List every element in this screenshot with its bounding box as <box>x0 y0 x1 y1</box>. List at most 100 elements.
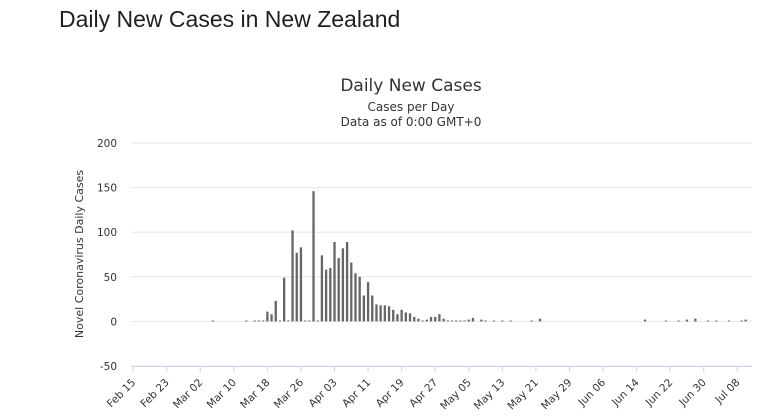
x-tick-label: Apr 11 <box>340 377 373 410</box>
bar <box>538 318 542 322</box>
x-tick-label: Apr 03 <box>306 377 339 410</box>
bar <box>245 320 248 322</box>
bar <box>643 319 647 322</box>
bar <box>274 300 277 322</box>
bar <box>320 255 324 322</box>
bar <box>329 267 332 322</box>
bar <box>262 320 265 322</box>
bar <box>383 305 387 322</box>
bar <box>664 320 668 322</box>
bar <box>429 316 433 322</box>
x-tick-label: Mar 02 <box>171 377 205 411</box>
bar <box>287 320 290 322</box>
x-tick-label: Jun 06 <box>576 376 609 409</box>
bar <box>501 320 504 322</box>
bar <box>270 314 273 322</box>
bar <box>387 306 391 322</box>
bar <box>530 320 533 322</box>
bar <box>484 320 487 322</box>
x-axis: Feb 15 Feb 23 Mar 02 Mar 10 Mar 18 Mar 26 Apr … <box>105 366 752 412</box>
x-tick-label: Mar 18 <box>238 377 272 411</box>
x-tick-label: May 21 <box>505 377 541 413</box>
bar <box>438 314 441 322</box>
bar <box>371 295 374 322</box>
bar <box>375 304 378 322</box>
bar <box>362 295 366 322</box>
bar <box>211 320 214 322</box>
chart-subtitle-line-1: Cases per Day <box>368 100 455 114</box>
bar <box>316 320 319 322</box>
bar <box>404 312 407 322</box>
bar <box>413 316 416 322</box>
x-tick-label: Feb 23 <box>138 377 171 410</box>
y-tick-label: 100 <box>97 227 117 239</box>
x-tick-label: May 29 <box>539 377 575 413</box>
bar <box>467 319 470 322</box>
x-tick-label: Jul 08 <box>712 377 742 407</box>
bar <box>400 309 403 322</box>
bar <box>744 319 747 322</box>
y-tick-label: 0 <box>110 316 117 328</box>
bar <box>358 276 361 322</box>
bar <box>471 317 475 322</box>
bar <box>455 320 458 322</box>
chart-subtitle-line-2: Data as of 0:00 GMT+0 <box>341 115 482 129</box>
x-tick-label: Jun 30 <box>676 377 709 410</box>
bar <box>379 305 382 322</box>
bar <box>341 248 345 322</box>
bar <box>417 318 420 322</box>
x-tick-label: Apr 27 <box>407 377 440 410</box>
bar <box>509 320 512 322</box>
bar <box>396 314 399 322</box>
x-tick-label: May 13 <box>472 377 508 413</box>
bar <box>312 191 315 322</box>
y-tick-label: 200 <box>97 138 117 150</box>
bar <box>333 242 336 322</box>
bar <box>408 313 412 322</box>
bar <box>299 247 303 322</box>
bar <box>392 309 395 322</box>
bars <box>211 191 747 322</box>
bar <box>253 320 256 322</box>
bar <box>350 262 353 322</box>
bar <box>740 320 743 322</box>
bar <box>706 320 710 322</box>
x-tick-label: Apr 19 <box>374 377 407 410</box>
grid-lines <box>131 142 752 367</box>
bar <box>463 320 466 322</box>
bar <box>480 319 483 322</box>
x-tick-label: May 05 <box>438 377 474 413</box>
bar <box>421 320 424 322</box>
bar <box>434 316 437 322</box>
x-tick-label: Mar 10 <box>205 377 239 411</box>
bar <box>324 269 328 322</box>
bar <box>694 318 697 322</box>
y-tick-label: 50 <box>104 272 117 284</box>
x-tick-label: Jun 14 <box>609 376 642 409</box>
bar <box>295 252 298 322</box>
bar <box>450 320 454 322</box>
bar <box>303 320 307 322</box>
bar <box>291 230 294 322</box>
bar <box>492 320 496 322</box>
x-tick-label: Feb 15 <box>105 377 138 410</box>
bar <box>442 318 445 322</box>
bar <box>715 320 718 322</box>
y-axis-ticks: 200 150 100 50 0 -50 <box>97 138 117 373</box>
bar <box>446 320 449 322</box>
bar <box>366 282 370 322</box>
bar <box>257 320 261 322</box>
bar <box>308 320 311 322</box>
bar <box>266 311 269 322</box>
y-tick-label: 150 <box>97 183 117 195</box>
bar <box>459 320 462 322</box>
bar <box>354 273 357 322</box>
bar <box>337 258 340 322</box>
x-tick-label: Jun 22 <box>643 377 676 410</box>
page-heading: Daily New Cases in New Zealand <box>59 6 401 32</box>
bar <box>283 277 286 322</box>
bar <box>278 320 282 322</box>
bar <box>345 242 349 322</box>
bar <box>425 319 428 322</box>
